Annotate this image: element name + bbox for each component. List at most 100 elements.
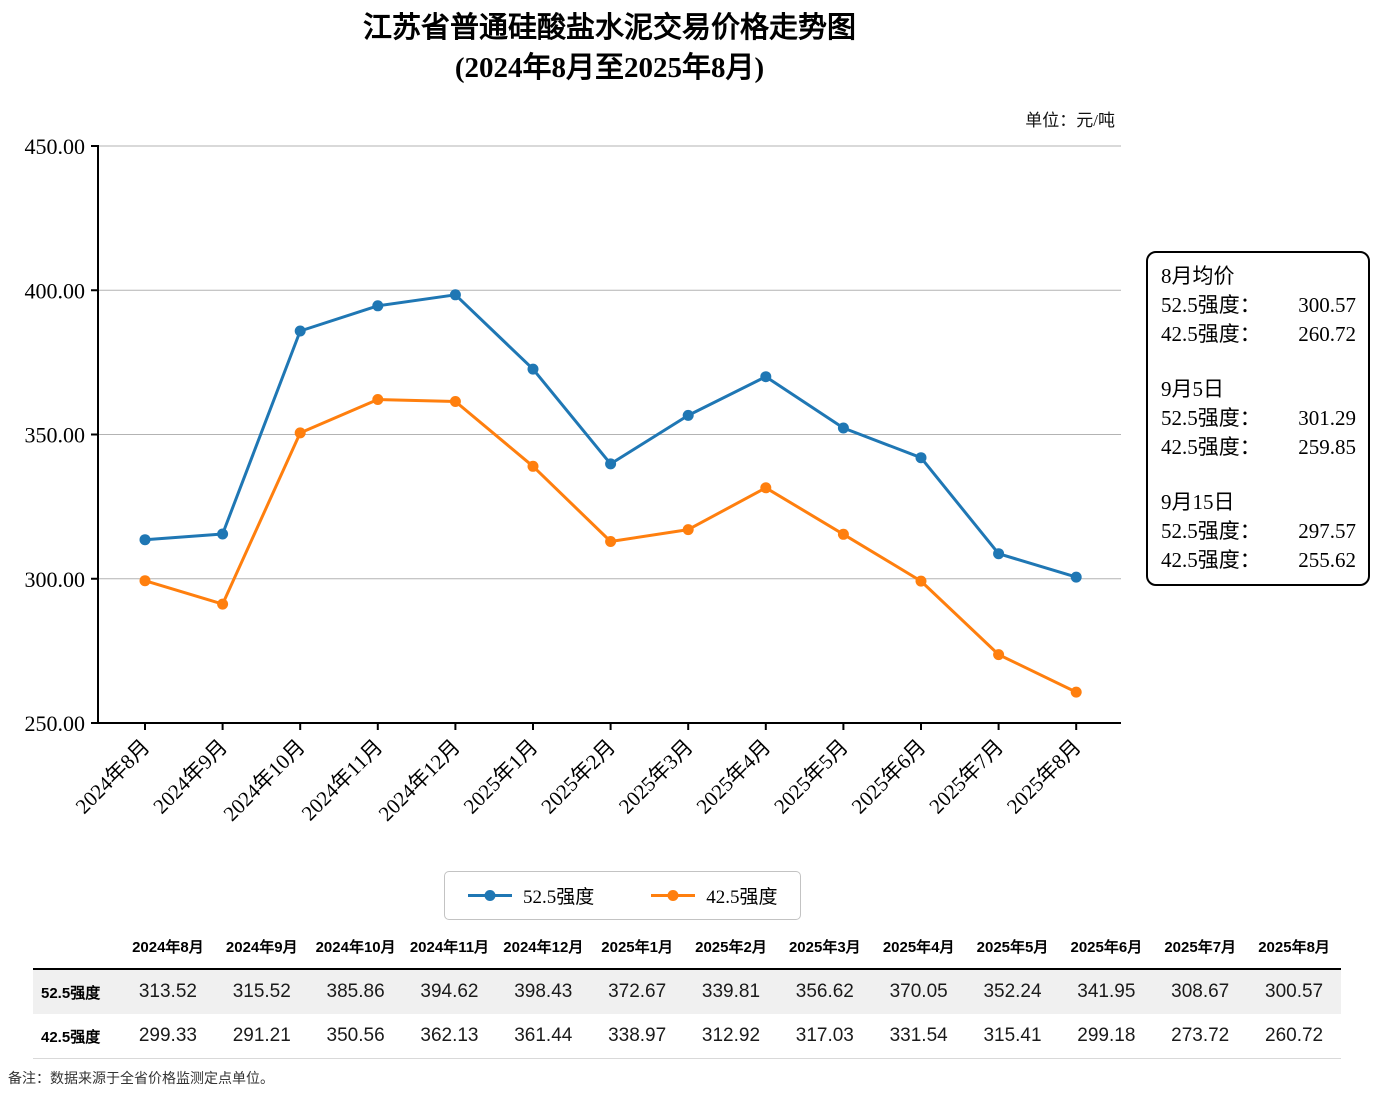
annotation-value: 259.85: [1298, 435, 1356, 459]
x-tick-label: 2025年3月: [614, 735, 698, 819]
table-cell: 361.44: [514, 1025, 573, 1046]
annotation-row: 52.5强度： 301.29: [1161, 404, 1356, 433]
x-tick-label: 2025年7月: [924, 735, 1008, 819]
table-cell: 273.72: [1171, 1025, 1230, 1046]
table-cell: 372.67: [608, 981, 667, 1002]
annotation-row: 52.5强度： 300.57: [1161, 291, 1356, 320]
table-column-header: 2025年5月: [965, 925, 1060, 969]
x-tick-label: 2024年10月: [219, 735, 310, 826]
data-point: [449, 396, 461, 407]
table-column-header: 2024年9月: [214, 925, 309, 969]
table-cell: 350.56: [326, 1025, 385, 1046]
table-cell: 260.72: [1265, 1025, 1324, 1046]
annotation-label: 42.5强度：: [1161, 322, 1261, 346]
legend-label: 42.5强度: [706, 887, 778, 908]
data-point: [605, 458, 617, 470]
data-point: [139, 534, 151, 546]
x-tick-label: 2025年1月: [459, 735, 543, 819]
annotation-group-month-average: 8月均价 52.5强度： 300.57 42.5强度： 260.72: [1161, 262, 1356, 349]
table-column-header: 2025年2月: [684, 925, 778, 969]
annotation-row: 42.5强度： 259.85: [1161, 433, 1356, 462]
data-point: [682, 524, 694, 536]
legend-swatch-line-icon: [468, 890, 512, 901]
y-tick-label: 250.00: [25, 711, 86, 736]
table-column-header: 2025年1月: [590, 925, 685, 969]
page-subtitle: (2024年8月至2025年8月): [454, 52, 765, 84]
y-tick-label: 300.00: [25, 567, 86, 592]
data-point: [372, 394, 384, 405]
annotation-row: 42.5强度： 260.72: [1161, 320, 1356, 349]
table-column-header: 2024年12月: [496, 925, 591, 969]
table-cell: 300.57: [1265, 981, 1324, 1002]
table-cell: 313.52: [138, 981, 197, 1002]
table-column-header: 2025年7月: [1153, 925, 1248, 969]
table-cell: 339.81: [701, 981, 761, 1002]
data-point: [760, 371, 772, 383]
table-row-label: 42.5强度: [41, 1028, 101, 1046]
annotation-label: 52.5强度：: [1161, 406, 1261, 430]
table-column-header: 2025年6月: [1059, 925, 1154, 969]
data-point: [294, 427, 306, 439]
data-point: [915, 452, 927, 464]
data-point: [294, 325, 306, 337]
y-tick-label: 450.00: [25, 134, 86, 159]
table-cell: 308.67: [1171, 981, 1230, 1002]
table-cell: 385.86: [326, 981, 385, 1002]
x-tick-label: 2024年8月: [71, 735, 155, 819]
data-point: [837, 422, 849, 434]
annotation-heading: 9月5日: [1161, 377, 1224, 401]
data-point: [139, 575, 151, 587]
table-column-header: 2025年4月: [871, 925, 966, 969]
table-row: 42.5强度 299.33 291.21 350.56 362.13 361.44 338.…: [33, 1014, 1341, 1059]
annotation-heading: 9月15日: [1161, 490, 1235, 514]
table-cell: 291.21: [232, 1025, 291, 1046]
table-column-header: 2024年10月: [308, 925, 403, 969]
data-point: [449, 289, 461, 301]
unit-label: 单位：元/吨: [1025, 111, 1115, 130]
table-cell: 352.24: [983, 981, 1042, 1002]
data-point: [217, 528, 229, 540]
table-column-header: 2025年3月: [777, 925, 872, 969]
data-point: [1070, 686, 1082, 698]
x-tick-label: 2025年6月: [847, 735, 931, 819]
x-tick-label: 2024年12月: [374, 735, 465, 826]
annotation-value: 255.62: [1298, 548, 1356, 572]
table-cell: 331.54: [889, 1025, 948, 1046]
annotation-heading: 8月均价: [1161, 264, 1235, 288]
table-cell: 317.03: [795, 1025, 854, 1046]
annotation-value: 297.57: [1298, 519, 1356, 543]
x-tick-label: 2025年8月: [1002, 735, 1086, 819]
annotation-value: 300.57: [1298, 293, 1356, 317]
annotation-group-sep-15: 9月15日 52.5强度： 297.57 42.5强度： 255.62: [1161, 488, 1356, 575]
table-cell: 341.95: [1077, 981, 1136, 1002]
data-point: [527, 363, 539, 375]
table-column-header: 2025年8月: [1247, 925, 1341, 969]
table-cell: 299.18: [1077, 1025, 1136, 1046]
annotation-value: 301.29: [1298, 406, 1356, 430]
annotation-row: 52.5强度： 297.57: [1161, 517, 1356, 546]
footnote: 备注：数据来源于全省价格监测定点单位。: [8, 1070, 274, 1086]
table-cell: 299.33: [138, 1025, 197, 1046]
table-cell: 362.13: [420, 1025, 479, 1046]
table-cell: 394.62: [420, 981, 479, 1002]
data-point: [682, 409, 694, 421]
table-cell: 312.92: [701, 1025, 761, 1046]
x-tick-label: 2025年2月: [536, 735, 620, 819]
data-point: [993, 548, 1005, 560]
legend-swatch-line-icon: [651, 890, 696, 901]
annotation-row: 42.5强度： 255.62: [1161, 546, 1356, 575]
annotation-label: 52.5强度：: [1161, 293, 1261, 317]
series-line: [143, 293, 1078, 579]
legend-label: 52.5强度: [523, 887, 595, 908]
x-tick-label: 2025年5月: [769, 735, 853, 819]
annotation-box: 8月均价 52.5强度： 300.57 42.5强度： 260.72 9月5日 …: [1146, 251, 1370, 586]
x-tick-label: 2024年11月: [297, 735, 388, 826]
data-point: [605, 536, 617, 547]
page-title-block: 江苏省普通硅酸盐水泥交易价格走势图 (2024年8月至2025年8月): [98, 8, 1121, 88]
data-point: [1070, 571, 1082, 583]
annotation-label: 42.5强度：: [1161, 548, 1261, 572]
page-title: 江苏省普通硅酸盐水泥交易价格走势图: [362, 12, 856, 44]
y-tick-label: 350.00: [25, 423, 86, 448]
annotation-label: 42.5强度：: [1161, 435, 1261, 459]
price-line-chart: 250.00300.00350.00400.00450.002024年8月202…: [25, 134, 1121, 826]
